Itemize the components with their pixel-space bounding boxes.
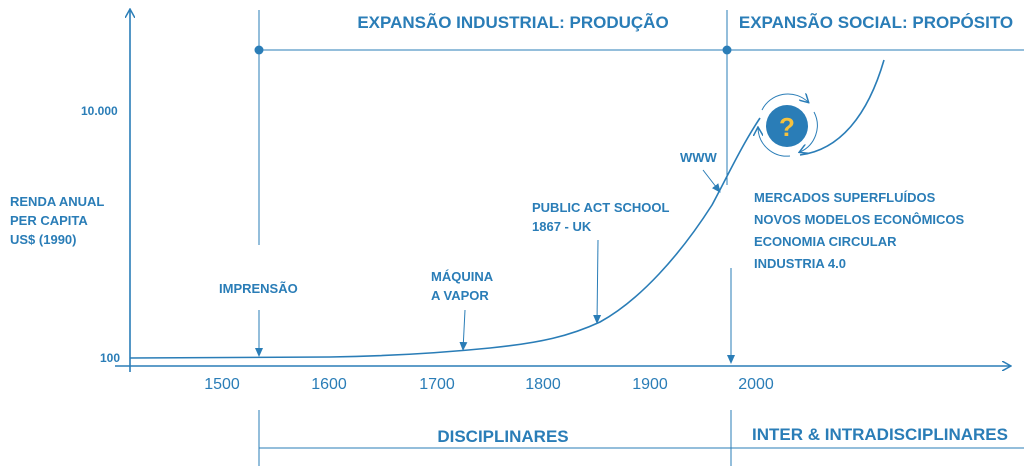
arrow-public-act: [593, 239, 602, 324]
header-industrial: EXPANSÃO INDUSTRIAL: PRODUÇÃO: [357, 12, 668, 32]
arrow-maquina: [459, 309, 468, 351]
label-public-act-line-1: PUBLIC ACT SCHOOL: [532, 200, 670, 215]
arrow-www: [702, 169, 721, 193]
cycle-arrow-right-icon: [800, 111, 818, 152]
y-tick-10000: 10.000: [81, 104, 118, 118]
future-item-4: INDUSTRIA 4.0: [754, 256, 846, 271]
growth-curve: [129, 117, 761, 359]
question-mark-icon: ?: [779, 112, 795, 142]
label-maquina-line-1: MÁQUINA: [431, 269, 494, 284]
label-public-act-line-2: 1867 - UK: [532, 219, 592, 234]
growth-curve-continuation: [799, 59, 885, 156]
x-tick-1500: 1500: [204, 376, 240, 393]
future-item-2: NOVOS MODELOS ECONÔMICOS: [754, 212, 965, 227]
header-social: EXPANSÃO SOCIAL: PROPÓSITO: [739, 12, 1013, 32]
header-rule-dot-right: [722, 45, 732, 55]
cycle-arrow-left-icon: [758, 128, 791, 157]
y-axis-label-line-2: PER CAPITA: [10, 213, 88, 228]
y-tick-100: 100: [100, 351, 120, 365]
x-tick-1800: 1800: [525, 376, 561, 393]
x-tick-1900: 1900: [632, 376, 668, 393]
y-axis-label-line-1: RENDA ANUAL: [10, 194, 104, 209]
question-badge: ?: [758, 94, 818, 157]
x-tick-1700: 1700: [419, 376, 455, 393]
future-item-1: MERCADOS SUPERFLUÍDOS: [754, 190, 936, 205]
future-item-3: ECONOMIA CIRCULAR: [754, 234, 897, 249]
cycle-arrow-top-icon: [761, 94, 808, 111]
x-tick-2000: 2000: [738, 376, 774, 393]
header-rule-dot-left: [254, 45, 264, 55]
label-www: WWW: [680, 150, 718, 165]
label-impressao: IMPRENSÃO: [219, 281, 298, 296]
label-maquina-line-2: A VAPOR: [431, 288, 489, 303]
footer-interdisciplinares: INTER & INTRADISCIPLINARES: [752, 425, 1008, 444]
x-tick-1600: 1600: [311, 376, 347, 393]
footer-disciplinares: DISCIPLINARES: [437, 427, 568, 446]
question-badge-circle: [766, 105, 808, 147]
y-axis-label-line-3: US$ (1990): [10, 232, 76, 247]
